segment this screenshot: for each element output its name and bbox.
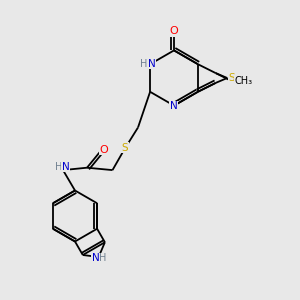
Text: N: N xyxy=(169,101,177,111)
Text: N: N xyxy=(148,58,155,69)
Text: H: H xyxy=(140,58,147,69)
Text: O: O xyxy=(169,26,178,36)
Text: H: H xyxy=(55,161,62,172)
Text: CH₃: CH₃ xyxy=(235,76,253,86)
Text: N: N xyxy=(61,161,69,172)
Text: S: S xyxy=(228,73,235,83)
Text: N: N xyxy=(92,254,100,263)
Text: S: S xyxy=(122,142,128,153)
Text: H: H xyxy=(99,254,106,263)
Text: O: O xyxy=(100,145,109,155)
